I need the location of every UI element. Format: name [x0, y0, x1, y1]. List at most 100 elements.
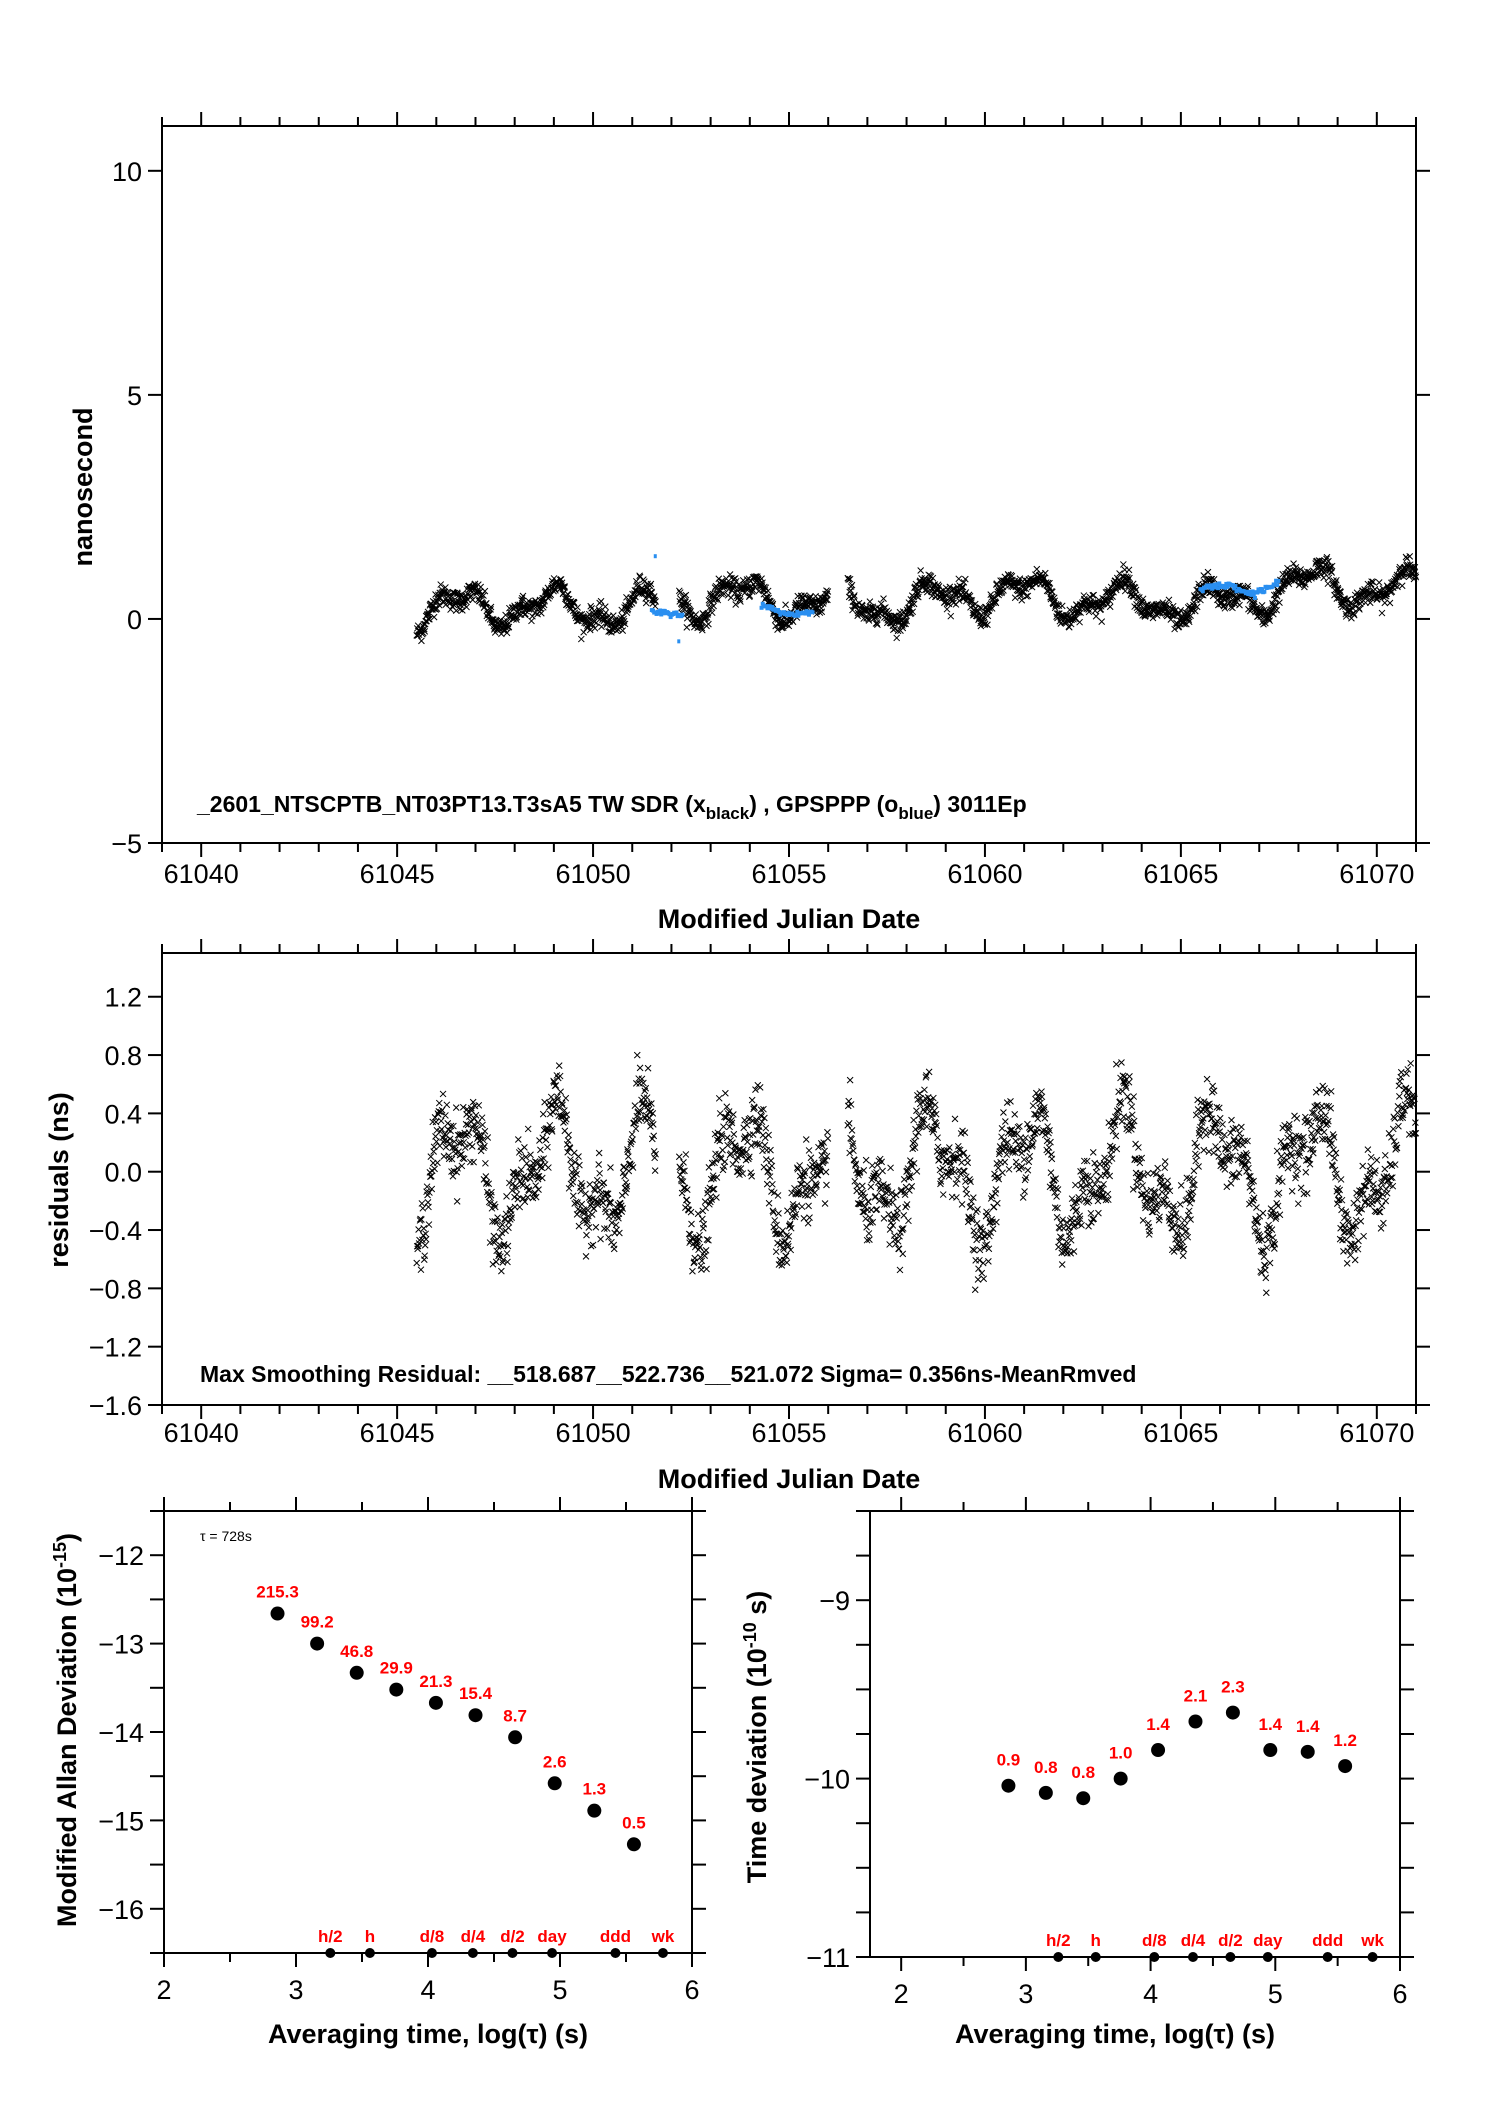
p3-interval-marker	[467, 1948, 478, 1958]
p2-residual-point	[1260, 1253, 1268, 1261]
p2-residual-point	[540, 1155, 548, 1162]
p2-residual-point	[778, 1262, 786, 1269]
p2-residual-point	[1397, 1068, 1405, 1076]
p1-black-point	[946, 583, 954, 591]
p2-residual-point	[1245, 1164, 1252, 1172]
p1-blue-point	[1274, 578, 1279, 583]
p2-residual-point	[861, 1193, 869, 1201]
p2-residual-point	[1057, 1234, 1065, 1242]
p1-black-point	[1328, 562, 1336, 570]
p2-residual-point	[927, 1098, 935, 1106]
p2-residual-point	[503, 1250, 511, 1257]
p3-point-label: 21.3	[419, 1672, 452, 1691]
p2-residual-point	[1030, 1134, 1037, 1142]
p1-black-point	[782, 601, 789, 609]
p2-residual-point	[484, 1134, 492, 1141]
p2-residual-point	[647, 1123, 654, 1130]
p3-xtick-label: 6	[684, 1975, 699, 2005]
p2-xtick-label: 61040	[164, 1418, 239, 1448]
p2-residual-point	[602, 1208, 610, 1216]
p1-black-point	[1065, 623, 1073, 631]
p2-residual-point	[472, 1111, 480, 1119]
p2-residual-point	[753, 1127, 761, 1134]
p1-black-point	[1221, 604, 1229, 612]
p2-residual-point	[938, 1172, 946, 1180]
p2-residual-point	[964, 1159, 972, 1167]
p1-black-point	[1131, 584, 1139, 592]
p2-residual-point	[683, 1196, 691, 1204]
p2-residual-point	[708, 1196, 716, 1203]
p1-blue-point	[806, 612, 811, 617]
p2-residual-point	[1330, 1146, 1337, 1154]
p1-black-point	[732, 577, 740, 585]
p1-black-point	[1191, 607, 1199, 615]
p4-point-label: 0.8	[1034, 1758, 1058, 1777]
p4-interval-marker	[1090, 1952, 1101, 1962]
p2-residual-point	[992, 1186, 1000, 1193]
p2-residual-point	[935, 1156, 943, 1164]
p2-residual-point	[1308, 1129, 1315, 1137]
p2-residual-point	[696, 1231, 703, 1239]
p2-residual-point	[1148, 1208, 1156, 1216]
p2-residual-point	[1171, 1221, 1179, 1228]
p2-residual-point	[1412, 1129, 1420, 1137]
p2-residual-point	[946, 1144, 953, 1151]
p2-residual-point	[449, 1144, 456, 1152]
p2-residual-point	[939, 1191, 947, 1198]
p4-data-point	[1225, 1705, 1240, 1720]
p2-residual-point	[1382, 1185, 1390, 1193]
p2-residual-point	[1136, 1159, 1144, 1167]
p2-residual-point	[1029, 1102, 1037, 1110]
p2-residual-point	[549, 1108, 557, 1116]
p1-black-point	[1044, 579, 1052, 587]
p4-ytick-label: −10	[804, 1765, 850, 1795]
p1-black-point	[762, 584, 770, 592]
p2-residual-point	[1004, 1139, 1012, 1146]
p1-black-point	[850, 593, 858, 601]
p2-residual-point	[848, 1135, 855, 1143]
p1-black-point	[1290, 560, 1297, 567]
p2-residual-point	[981, 1244, 988, 1251]
p1-black-point	[1155, 600, 1162, 608]
p1-blue-outlier	[677, 639, 681, 644]
p2-residual-point	[1286, 1132, 1294, 1139]
p2-residual-point	[1293, 1171, 1300, 1179]
p2-residual-point	[1116, 1098, 1124, 1105]
p2-residual-point	[867, 1183, 875, 1191]
p2-residual-point	[822, 1156, 829, 1164]
p2-residual-point	[1276, 1211, 1284, 1219]
p2-residual-point	[1241, 1137, 1249, 1145]
p2-residual-point	[1130, 1093, 1138, 1100]
p2-residual-point	[569, 1178, 577, 1186]
p3-data-point	[468, 1708, 483, 1723]
p2-residual-point	[1091, 1159, 1099, 1167]
p2-residual-point	[1139, 1217, 1147, 1224]
p4-data-point	[1151, 1743, 1166, 1758]
p2-residual-point	[1033, 1124, 1041, 1132]
p1-black-point	[1368, 578, 1375, 585]
p2-residual-point	[1205, 1111, 1212, 1118]
p1-black-point	[586, 626, 594, 634]
p2-residual-point	[1301, 1140, 1308, 1148]
p2-residual-point	[914, 1129, 922, 1136]
p1-black-point	[947, 612, 955, 620]
p2-residual-point	[703, 1265, 710, 1273]
p2-residual-point	[1343, 1260, 1351, 1267]
p2-residual-point	[432, 1118, 440, 1126]
p2-residual-point	[768, 1162, 776, 1170]
p2-residual-point	[565, 1131, 572, 1139]
p1-black-point	[1333, 576, 1340, 584]
p2-residual-point	[1235, 1169, 1243, 1177]
p1-black-point	[706, 604, 713, 612]
p2-residual-point	[1028, 1143, 1036, 1150]
p3-ylabel: Modified Allan Deviation (10-15)	[50, 1533, 82, 1927]
p3-interval-label: h	[365, 1927, 375, 1946]
p2-residual-point	[1185, 1207, 1193, 1215]
p1-black-point	[1197, 596, 1204, 604]
p2-residual-point	[504, 1242, 512, 1250]
p2-residual-point	[533, 1158, 540, 1166]
p2-residual-point	[553, 1093, 561, 1101]
p1-black-point	[1046, 579, 1053, 587]
p2-residual-point	[1388, 1174, 1396, 1181]
p2-residual-point	[806, 1214, 813, 1221]
